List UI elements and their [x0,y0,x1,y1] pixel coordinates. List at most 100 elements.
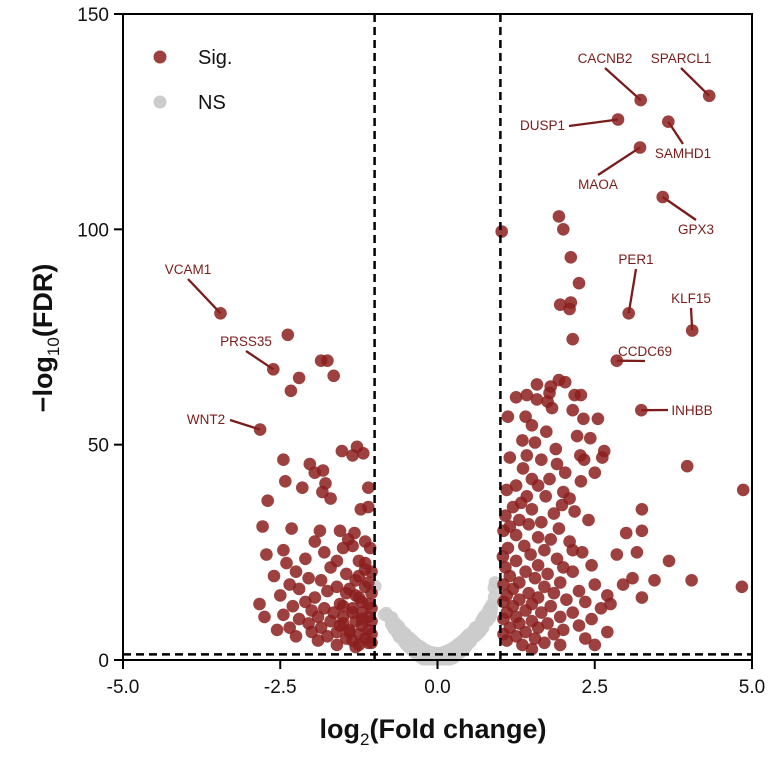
sig-point [321,584,334,598]
sig-point [575,546,589,559]
sig-point [535,515,548,529]
sig-point [324,614,337,628]
sig-point [335,444,349,458]
y-tick-label: 50 [88,436,109,457]
leader-line [187,278,222,315]
sig-point [588,638,602,652]
sig-points [253,210,750,656]
sig-point [544,599,557,613]
sig-point [572,619,586,632]
ns-point [480,609,494,623]
sig-point [308,591,322,604]
gene-label: WNT2 [187,412,225,427]
sig-point [302,571,315,585]
sig-point [500,483,513,497]
legend-marker-sig [153,50,167,64]
sig-point [503,451,517,464]
sig-point [525,419,539,432]
sig-point [313,524,327,538]
labeled-point [214,307,227,320]
sig-point [568,505,581,518]
sig-point [349,640,363,654]
sig-point [327,369,341,383]
sig-point [516,434,529,447]
sig-point [274,589,287,602]
sig-point [566,565,579,578]
sig-point [520,388,534,402]
gene-label: VCAM1 [165,262,212,277]
labeled-point [662,115,675,128]
sig-point [528,632,542,645]
leader-line [680,67,711,97]
sig-point [256,520,269,533]
sig-point [314,574,328,587]
sig-point [553,298,567,312]
sig-point [538,636,551,650]
sig-point [519,604,532,617]
sig-point [513,513,526,527]
sig-point [635,524,649,538]
sig-point [336,617,350,630]
sig-point [495,225,509,238]
sig-point [736,483,750,497]
sig-point [525,503,539,516]
sig-point [574,388,588,402]
labeled-point [611,113,625,126]
legend-label-sig: Sig. [198,47,232,69]
legend-marker-ns [153,95,167,109]
axes: -5.0 -2.5 0.0 2.5 5.0 0 50 100 150 [77,5,765,698]
sig-point [286,599,300,613]
sig-point [330,580,344,594]
sig-point [496,550,510,563]
sig-point [531,621,545,634]
sig-point [535,606,548,619]
sig-point [321,354,334,368]
sig-point [557,223,570,236]
sig-point [336,541,350,555]
sig-point [555,498,569,512]
sig-point [531,531,545,544]
sig-point [563,302,576,316]
sig-point [509,391,523,404]
sig-point [735,580,749,594]
sig-point [566,403,579,417]
sig-point [591,412,605,426]
sig-point [260,548,273,561]
sig-point [604,597,617,611]
sig-point [545,401,559,415]
sig-point [296,481,309,495]
sig-point [601,625,614,639]
sig-point [528,436,542,449]
sig-point [292,582,306,596]
sig-point [509,479,523,492]
sig-point [318,546,331,559]
sig-point [281,328,295,342]
sig-point [588,578,602,591]
gene-label: CACNB2 [578,51,633,66]
x-tick-label: 5.0 [739,677,765,698]
sig-point [261,494,275,508]
sig-point [516,638,529,652]
sig-point [557,561,570,574]
sig-point [531,479,545,492]
sig-point [635,503,649,516]
ns-point [487,590,501,604]
x-axis-title: log2(Fold change) [320,714,547,749]
sig-point [299,552,312,566]
sig-point [519,625,532,639]
sig-point [543,472,556,486]
sig-point [566,332,579,346]
x-tick-label: 0.0 [424,677,450,698]
sig-point [362,481,375,495]
sig-point [499,509,512,522]
sig-point [550,457,564,471]
sig-point [284,384,298,398]
sig-point [662,554,676,568]
y-tick-label: 150 [77,5,109,26]
sig-point [553,638,567,652]
gene-label: CCDC69 [618,344,672,359]
sig-point [584,431,597,445]
sig-point [547,627,561,641]
sig-point [566,606,579,619]
